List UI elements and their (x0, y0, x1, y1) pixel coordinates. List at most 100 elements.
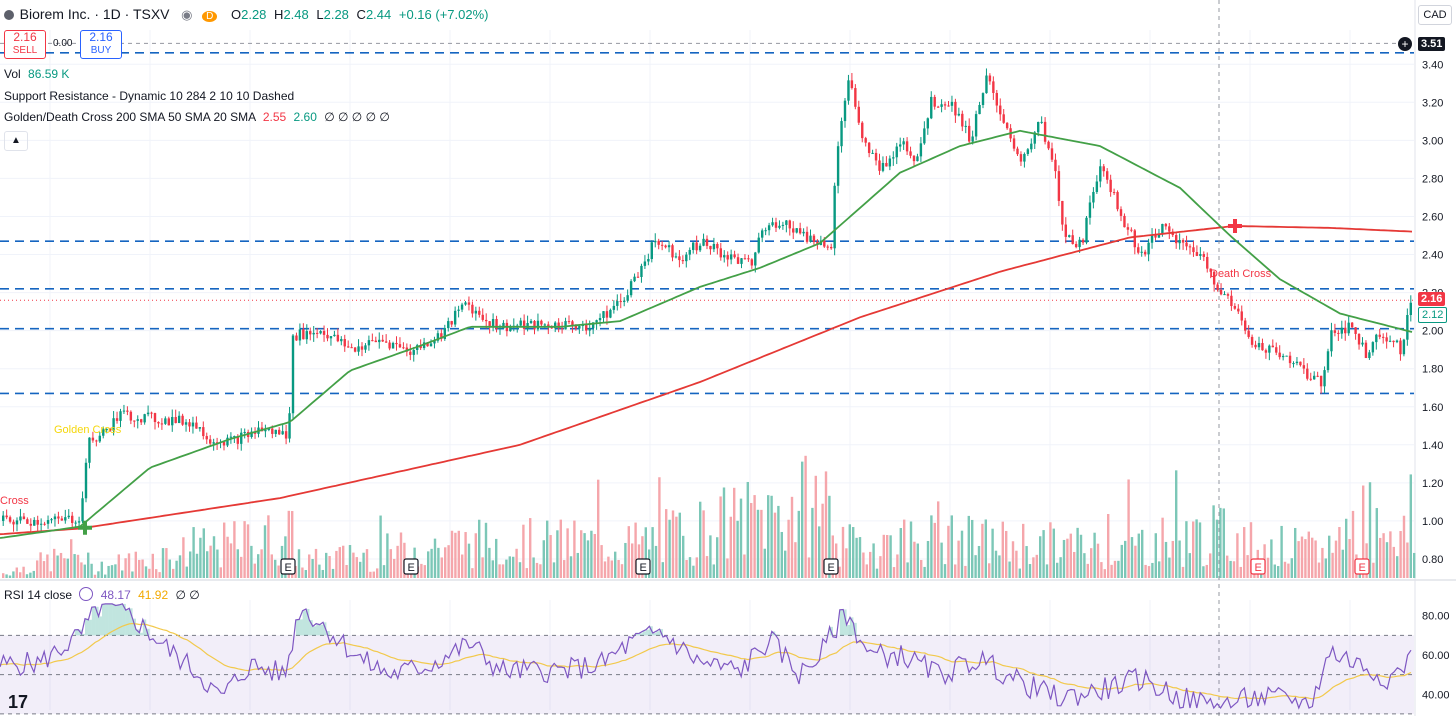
volume-bar (1103, 569, 1106, 578)
volume-bar (1277, 566, 1280, 578)
candle-body (867, 142, 871, 154)
collapse-legend-chevron-up-icon[interactable]: ▲ (4, 131, 28, 151)
volume-bar (522, 524, 525, 578)
candle-body (240, 432, 243, 444)
volume-bar (233, 521, 236, 578)
volume-bar (474, 533, 477, 578)
volume-bar (338, 547, 341, 578)
candle-body (1030, 143, 1033, 150)
candle-body (267, 428, 271, 430)
volume-bar (1409, 474, 1412, 578)
volume-bar (1331, 552, 1334, 578)
eye-icon[interactable]: ◉ (181, 7, 193, 22)
volume-bar (1175, 470, 1178, 578)
volume-bar (243, 521, 246, 578)
volume-bar (1362, 485, 1365, 578)
volume-bar (56, 555, 59, 578)
volume-bar (1107, 513, 1110, 578)
volume-bar (739, 498, 743, 578)
candle-body (571, 321, 574, 326)
crosshair-price-tag: 3.51 (1418, 37, 1446, 51)
rsi-overbought-fill (319, 624, 323, 636)
candle-body (874, 152, 878, 161)
candle-body (626, 295, 629, 301)
rsi-overbought-fill (88, 619, 92, 636)
volume-bar (920, 559, 923, 578)
golden-death-cross-legend[interactable]: Golden/Death Cross 200 SMA 50 SMA 20 SMA… (4, 110, 390, 124)
support-resistance-legend[interactable]: Support Resistance - Dynamic 10 284 2 10… (4, 89, 295, 103)
candle-body (236, 436, 239, 444)
candle-body (1285, 355, 1288, 357)
candle-body (1375, 334, 1378, 343)
price-axis-tick-label: 1.80 (1422, 364, 1443, 376)
candle-body (1078, 239, 1081, 248)
sell-button[interactable]: 2.16 SELL (4, 30, 46, 59)
tradingview-logo[interactable]: 17 (8, 692, 29, 712)
volume-bar (1413, 552, 1416, 578)
rsi-settings-icon[interactable] (79, 587, 94, 601)
candle-body (612, 305, 616, 310)
rsi-axis-tick-label: 80.00 (1422, 611, 1450, 623)
volume-bar (386, 533, 389, 578)
candle-body (598, 318, 602, 321)
vol-legend[interactable]: Vol 86.59 K (4, 67, 70, 81)
volume-bar (733, 487, 736, 578)
volume-bar (257, 554, 260, 578)
data-source-d-icon[interactable]: D (202, 11, 218, 22)
volume-bar (814, 475, 817, 578)
volume-bar (121, 570, 124, 578)
candle-body (695, 242, 698, 251)
candle-body (322, 331, 326, 335)
volume-bar (1117, 560, 1120, 578)
rsi-overbought-fill (105, 603, 109, 636)
volume-bar (216, 549, 219, 578)
volume-bar (291, 511, 294, 578)
candle-body (902, 141, 905, 145)
candle-body (805, 231, 809, 242)
candle-body (1219, 289, 1223, 295)
candle-body (1275, 347, 1278, 353)
buy-button[interactable]: 2.16 BUY (80, 30, 122, 59)
volume-bar (1018, 568, 1021, 578)
candle-body (747, 258, 750, 260)
volume-bar (518, 562, 522, 578)
volume-bar (981, 523, 984, 578)
candle-body (229, 436, 233, 438)
candle-body (153, 413, 157, 423)
candle-body (350, 347, 353, 349)
volume-bar (229, 543, 233, 578)
candle-body (943, 104, 947, 106)
volume-bar (1062, 539, 1066, 578)
candle-body (643, 261, 647, 266)
candle-body (564, 321, 567, 330)
candle-body (688, 249, 691, 255)
crosshair-add-icon[interactable]: + (1398, 37, 1412, 51)
candle-body (1116, 192, 1119, 210)
volume-bar (423, 565, 426, 578)
volume-bar (607, 556, 610, 578)
price-axis-tick-label: 0.80 (1422, 554, 1443, 566)
candle-body (723, 255, 726, 258)
candle-body (1064, 224, 1067, 237)
candle-body (1347, 322, 1350, 334)
candle-body (1254, 344, 1257, 348)
volume-bar (896, 554, 899, 578)
rsi-legend[interactable]: RSI 14 close 48.17 41.92 ∅ ∅ (4, 587, 200, 602)
candle-body (1140, 251, 1143, 253)
candle-body (736, 257, 740, 264)
candle-body (1344, 327, 1347, 334)
candle-body (664, 245, 667, 248)
currency-button[interactable]: CAD (1418, 5, 1452, 25)
volume-bar (134, 551, 137, 578)
volume-bar (420, 563, 423, 578)
candle-body (488, 321, 491, 327)
candle-body (274, 429, 277, 434)
candle-body (191, 422, 195, 427)
candle-body (833, 185, 836, 249)
candle-body (1278, 352, 1281, 358)
volume-bar (736, 520, 739, 578)
candle-body (326, 334, 329, 339)
volume-bar (1022, 523, 1025, 578)
candle-body (647, 259, 650, 262)
